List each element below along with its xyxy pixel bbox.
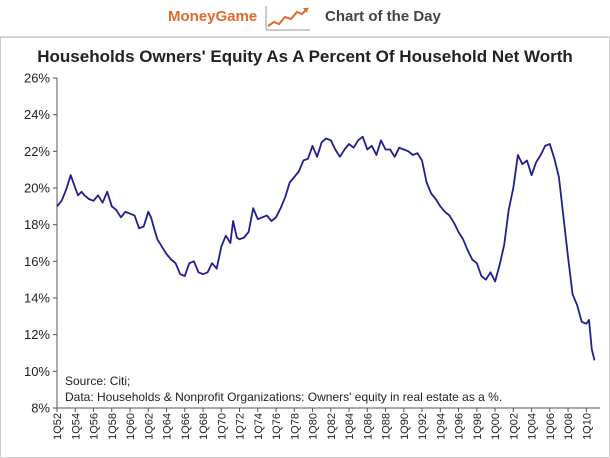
chart-frame (0, 37, 610, 458)
x-tick-label: 1Q98 (472, 413, 484, 440)
x-tick-label: 1Q68 (198, 413, 210, 440)
x-tick-label: 1Q74 (253, 413, 265, 440)
x-tick-label: 1Q78 (289, 413, 301, 440)
source-note: Source: Citi; (65, 374, 131, 388)
x-tick-label: 1Q60 (125, 413, 137, 440)
y-tick-label: 22% (24, 144, 50, 159)
x-tick-label: 1Q62 (143, 413, 155, 440)
x-tick-label: 1Q64 (162, 413, 174, 440)
y-tick-label: 8% (31, 401, 50, 416)
y-tick-label: 24% (24, 107, 50, 122)
y-tick-label: 14% (24, 291, 50, 306)
y-tick-label: 16% (24, 254, 50, 269)
y-tick-label: 20% (24, 181, 50, 196)
data-note: Data: Households & Nonprofit Organizatio… (65, 390, 503, 404)
x-tick-label: 1Q86 (362, 413, 374, 440)
x-tick-label: 1Q96 (454, 413, 466, 440)
y-tick-label: 18% (24, 217, 50, 232)
chart-of-the-day-banner: MoneyGame Chart of the Day (0, 0, 610, 37)
x-tick-label: 1Q58 (107, 413, 119, 440)
x-tick-label: 1Q66 (180, 413, 192, 440)
y-tick-label: 12% (24, 327, 50, 342)
x-tick-label: 1Q54 (70, 413, 82, 440)
x-tick-label: 1Q76 (271, 413, 283, 440)
x-tick-label: 1Q84 (344, 413, 356, 440)
x-tick-label: 1Q92 (417, 413, 429, 440)
x-tick-label: 1Q90 (399, 413, 411, 440)
chart-title: Households Owners' Equity As A Percent O… (37, 47, 573, 66)
x-tick-label: 1Q00 (490, 413, 502, 440)
x-tick-label: 1Q94 (435, 413, 447, 440)
x-tick-label: 1Q88 (381, 413, 393, 440)
x-tick-label: 1Q82 (326, 413, 338, 440)
x-tick-label: 1Q70 (216, 413, 228, 440)
banner-title: Chart of the Day (325, 8, 441, 25)
y-tick-label: 10% (24, 364, 50, 379)
x-tick-label: 1Q08 (563, 413, 575, 440)
equity-percent-series-line (56, 135, 596, 361)
x-tick-label: 1Q56 (89, 413, 101, 440)
x-tick-label: 1Q06 (545, 413, 557, 440)
moneygame-brand: MoneyGame (168, 8, 258, 25)
x-tick-label: 1Q72 (235, 413, 247, 440)
y-tick-label: 26% (24, 71, 50, 86)
x-tick-label: 1Q52 (52, 413, 64, 440)
x-tick-label: 1Q10 (581, 413, 593, 440)
x-tick-label: 1Q02 (508, 413, 520, 440)
rising-line-chart-icon (265, 6, 310, 31)
x-tick-label: 1Q80 (308, 413, 320, 440)
x-tick-label: 1Q04 (527, 413, 539, 440)
